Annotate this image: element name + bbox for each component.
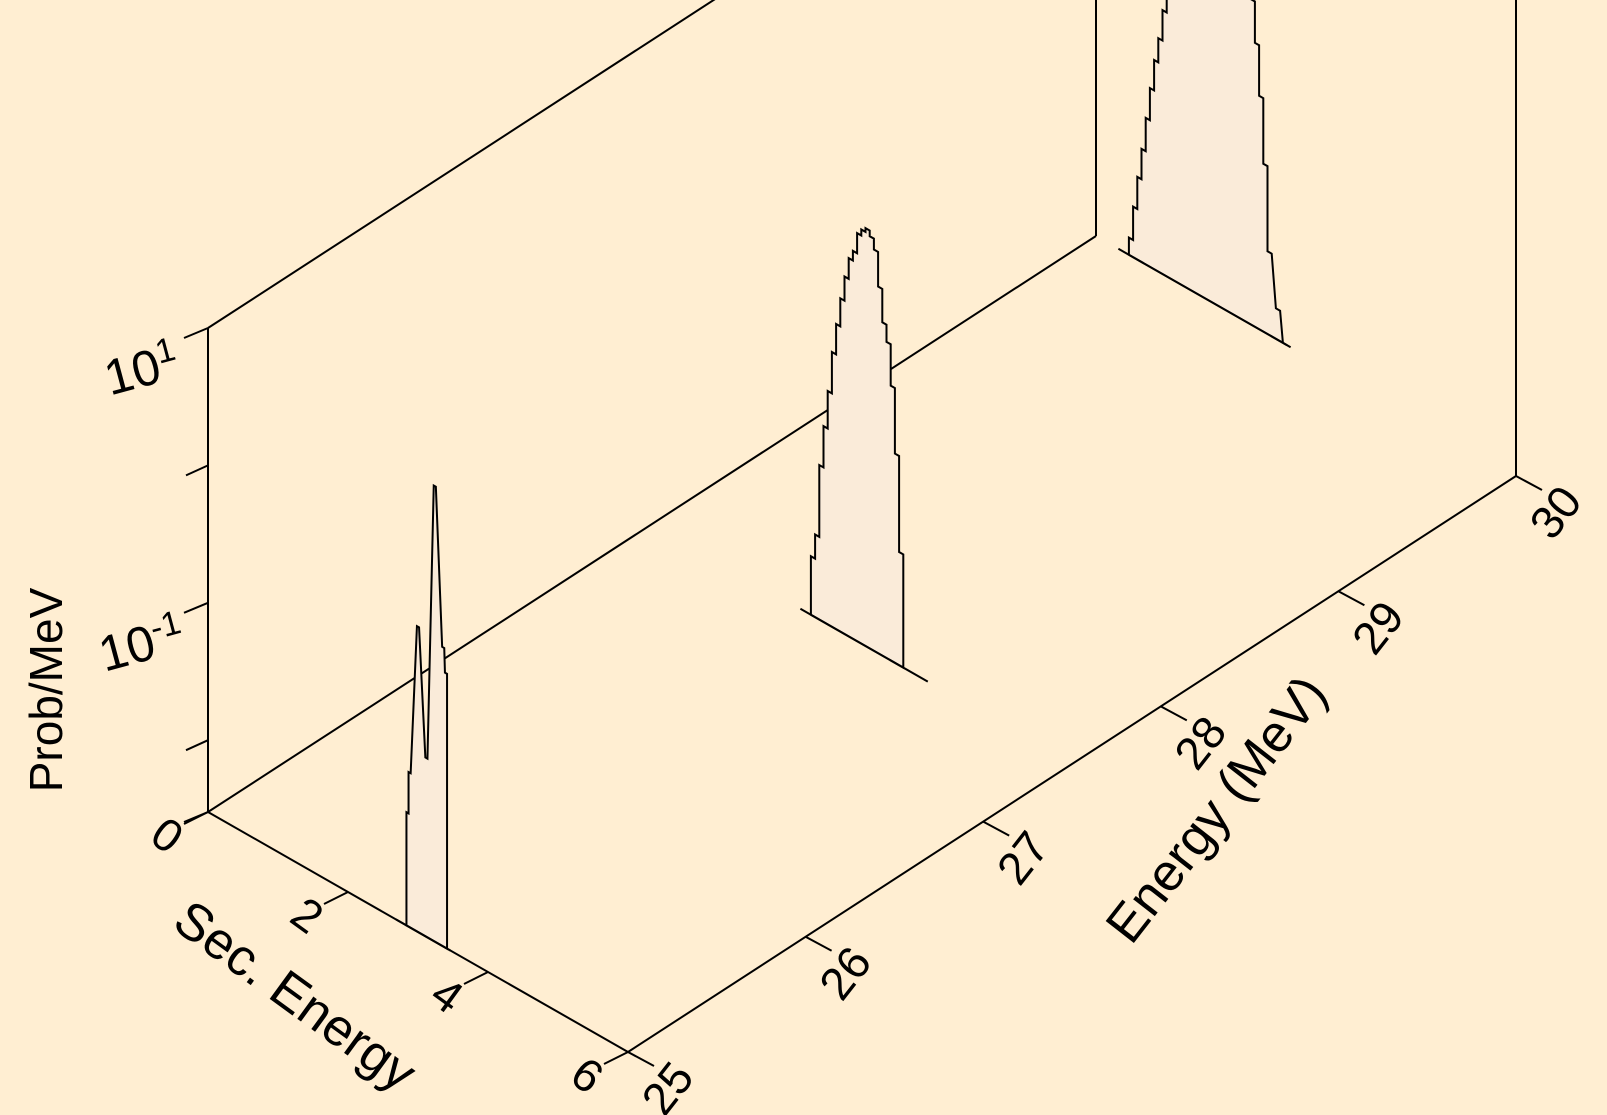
series-baseline (799, 607, 929, 683)
back-top-edge (207, 0, 716, 329)
x-tick-label: 2 (282, 886, 333, 943)
series-trace (405, 483, 449, 951)
series-trace (809, 226, 905, 670)
z-tick-mark (183, 811, 209, 823)
y-tick-label: 29 (1342, 591, 1414, 663)
y-tick-mark (627, 1051, 655, 1067)
y-axis-title: Energy (MeV) (1095, 665, 1338, 953)
z-tick-mark (185, 739, 209, 752)
z-tick-exponent: -1 (146, 603, 185, 648)
z-tick-label: 10-1 (92, 603, 190, 682)
x-tick-label: 4 (422, 966, 473, 1023)
x-tick-mark (323, 891, 349, 905)
series-baseline (395, 918, 452, 952)
z-tick-mark (183, 327, 209, 339)
series-trace (1127, 0, 1288, 347)
y-tick-label: 26 (809, 937, 881, 1009)
z-tick-mark (183, 601, 209, 614)
y-tick-mark (982, 820, 1010, 837)
x-tick-mark (603, 1051, 629, 1065)
z-tick-exponent: 1 (151, 330, 179, 372)
x-tick-mark (463, 971, 489, 985)
z-tick-label: 101 (98, 330, 185, 406)
y-tick-label: 25 (631, 1052, 703, 1115)
y-tick-mark (1515, 475, 1543, 491)
x-tick-label: 6 (562, 1046, 613, 1103)
y-tick-mark (1337, 590, 1365, 607)
y-tick-label: 30 (1519, 476, 1591, 548)
back-floor-edge (207, 235, 1097, 813)
y-axis-line (627, 475, 1517, 1053)
y-tick-mark (1160, 705, 1188, 722)
z-tick-mark (185, 464, 209, 477)
z-axis-title: Prob/MeV (20, 587, 72, 792)
x-tick-label: 0 (142, 806, 193, 863)
y-tick-mark (805, 935, 833, 952)
y-tick-label: 27 (986, 822, 1058, 894)
series-baseline (1117, 247, 1292, 349)
